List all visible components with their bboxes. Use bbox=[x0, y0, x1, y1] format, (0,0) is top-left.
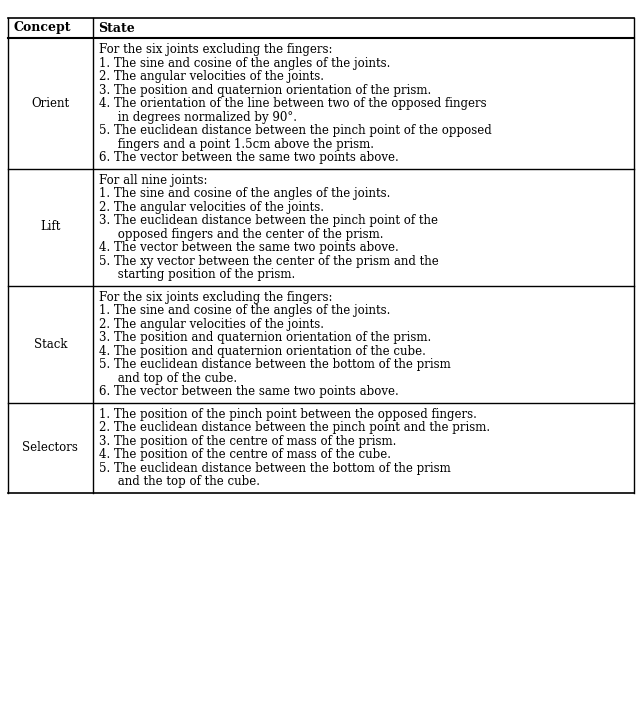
Text: opposed fingers and the center of the prism.: opposed fingers and the center of the pr… bbox=[99, 228, 383, 241]
Text: 5. The euclidean distance between the bottom of the prism: 5. The euclidean distance between the bo… bbox=[99, 358, 451, 371]
Text: and top of the cube.: and top of the cube. bbox=[99, 372, 237, 385]
Text: Orient: Orient bbox=[31, 97, 69, 110]
Text: 5. The euclidean distance between the pinch point of the opposed: 5. The euclidean distance between the pi… bbox=[99, 124, 492, 137]
Text: 4. The position and quaternion orientation of the cube.: 4. The position and quaternion orientati… bbox=[99, 345, 426, 358]
Text: For the six joints excluding the fingers:: For the six joints excluding the fingers… bbox=[99, 44, 332, 56]
Text: 1. The position of the pinch point between the opposed fingers.: 1. The position of the pinch point betwe… bbox=[99, 408, 476, 421]
Text: 3. The euclidean distance between the pinch point of the: 3. The euclidean distance between the pi… bbox=[99, 214, 438, 227]
Text: 2. The angular velocities of the joints.: 2. The angular velocities of the joints. bbox=[99, 318, 323, 331]
Text: 3. The position and quaternion orientation of the prism.: 3. The position and quaternion orientati… bbox=[99, 84, 431, 97]
Text: 5. The xy vector between the center of the prism and the: 5. The xy vector between the center of t… bbox=[99, 255, 438, 268]
Text: Stack: Stack bbox=[33, 338, 67, 351]
Text: in degrees normalized by 90°.: in degrees normalized by 90°. bbox=[99, 111, 296, 124]
Text: For all nine joints:: For all nine joints: bbox=[99, 174, 207, 187]
Text: 1. The sine and cosine of the angles of the joints.: 1. The sine and cosine of the angles of … bbox=[99, 187, 390, 200]
Text: 6. The vector between the same two points above.: 6. The vector between the same two point… bbox=[99, 386, 398, 398]
Text: fingers and a point 1.5cm above the prism.: fingers and a point 1.5cm above the pris… bbox=[99, 138, 374, 151]
Text: 2. The euclidean distance between the pinch point and the prism.: 2. The euclidean distance between the pi… bbox=[99, 421, 490, 434]
Text: 1. The sine and cosine of the angles of the joints.: 1. The sine and cosine of the angles of … bbox=[99, 304, 390, 317]
Text: 5. The euclidean distance between the bottom of the prism: 5. The euclidean distance between the bo… bbox=[99, 462, 451, 475]
Text: 4. The orientation of the line between two of the opposed fingers: 4. The orientation of the line between t… bbox=[99, 97, 486, 110]
Text: 4. The vector between the same two points above.: 4. The vector between the same two point… bbox=[99, 241, 398, 254]
Text: Concept: Concept bbox=[14, 21, 72, 34]
Text: State: State bbox=[99, 21, 135, 34]
Text: 2. The angular velocities of the joints.: 2. The angular velocities of the joints. bbox=[99, 70, 323, 84]
Text: Lift: Lift bbox=[40, 221, 60, 233]
Text: 1. The sine and cosine of the angles of the joints.: 1. The sine and cosine of the angles of … bbox=[99, 56, 390, 70]
Text: 3. The position of the centre of mass of the prism.: 3. The position of the centre of mass of… bbox=[99, 435, 396, 448]
Text: 3. The position and quaternion orientation of the prism.: 3. The position and quaternion orientati… bbox=[99, 331, 431, 344]
Text: starting position of the prism.: starting position of the prism. bbox=[99, 268, 295, 281]
Text: Selectors: Selectors bbox=[22, 441, 78, 454]
Text: 4. The position of the centre of mass of the cube.: 4. The position of the centre of mass of… bbox=[99, 448, 390, 461]
Text: 6. The vector between the same two points above.: 6. The vector between the same two point… bbox=[99, 151, 398, 164]
Text: For the six joints excluding the fingers:: For the six joints excluding the fingers… bbox=[99, 291, 332, 303]
Text: and the top of the cube.: and the top of the cube. bbox=[99, 476, 259, 488]
Text: 2. The angular velocities of the joints.: 2. The angular velocities of the joints. bbox=[99, 201, 323, 213]
